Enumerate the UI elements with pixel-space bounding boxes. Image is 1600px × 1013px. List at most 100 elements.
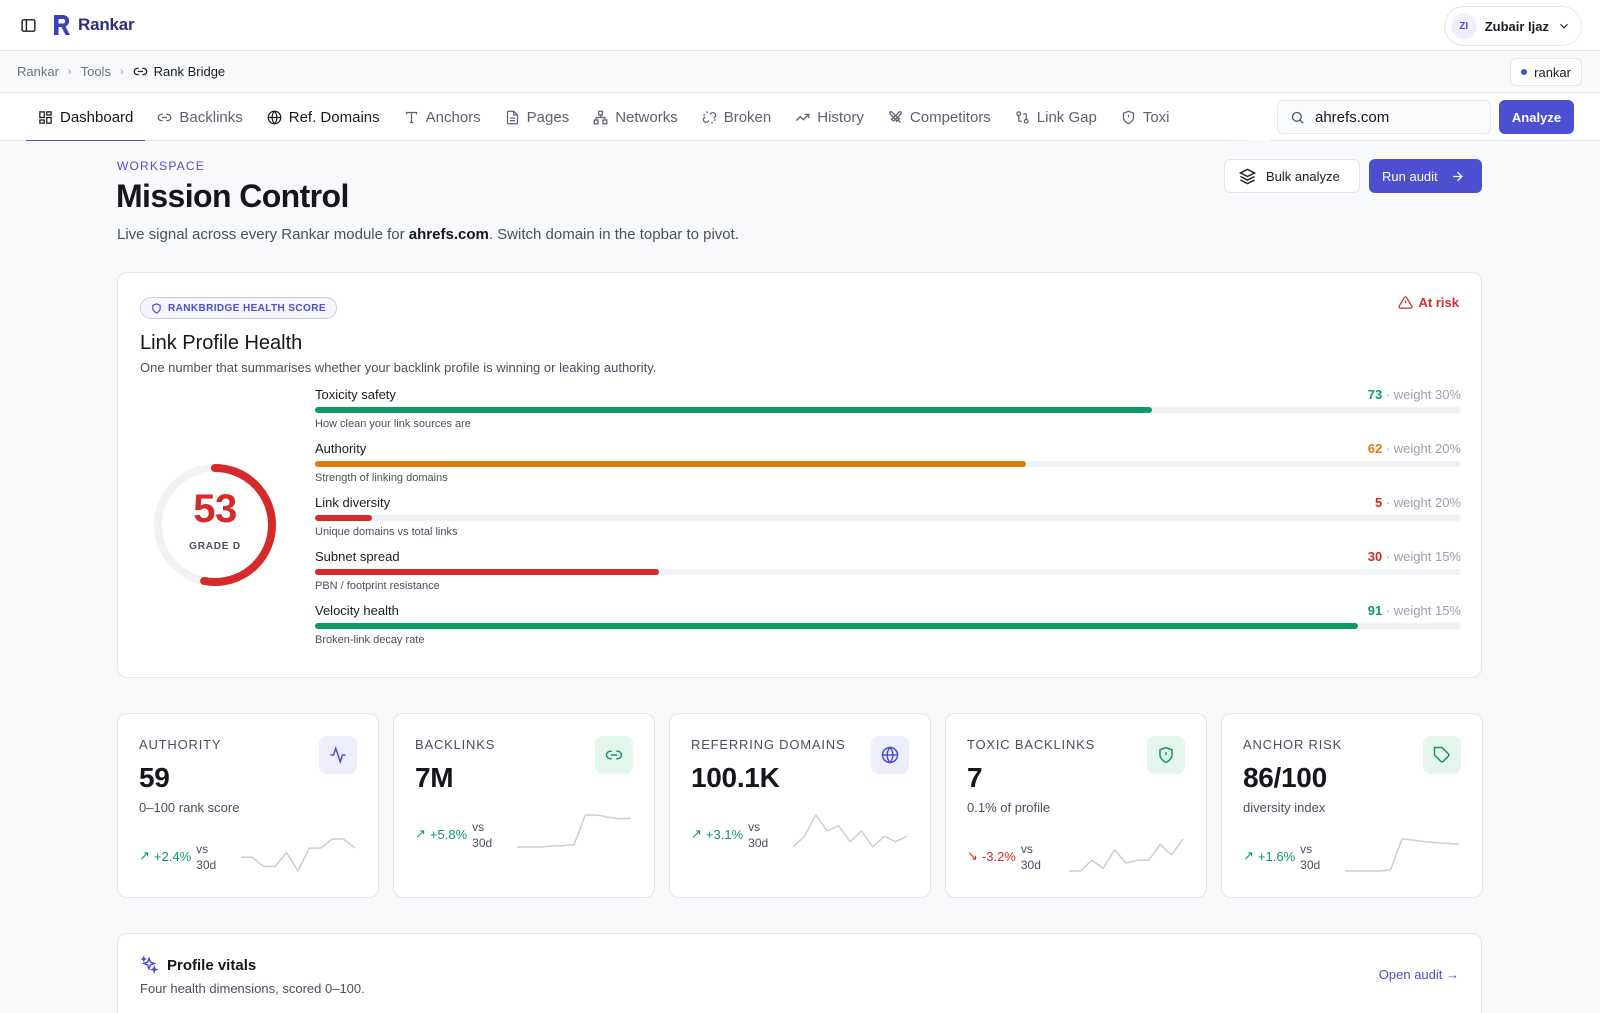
user-menu[interactable]: ZI Zubair Ijaz: [1443, 6, 1582, 46]
metric-link-diversity: Link diversity 5 · weight 20% Unique dom…: [315, 495, 1461, 547]
activity-icon: [330, 746, 346, 764]
metric-bar-fill: [315, 623, 1358, 629]
metric-score: 73 · weight 30%: [1368, 387, 1461, 402]
stat-card-referring-domains[interactable]: REFERRING DOMAINS 100.1K ↗ +3.1% vs 30d: [669, 713, 931, 898]
stat-icon-box: [319, 736, 357, 774]
tab-anchors[interactable]: Anchors: [392, 93, 493, 141]
sidebar-toggle-icon[interactable]: [18, 15, 38, 35]
arrow-down-right-icon: ↘: [967, 848, 978, 863]
stat-card-anchor-risk[interactable]: ANCHOR RISK 86/100 diversity index ↗ +1.6…: [1221, 713, 1483, 898]
delta-vs: vs: [1300, 842, 1313, 856]
breadcrumb-item-rankar[interactable]: Rankar: [17, 64, 59, 79]
tab-dashboard[interactable]: Dashboard: [26, 93, 146, 141]
domain-search[interactable]: [1277, 100, 1491, 134]
metric-bar-fill: [315, 461, 1026, 467]
tab-networks[interactable]: Networks: [581, 93, 690, 141]
stat-value: 59: [139, 762, 170, 793]
health-gauge: 53 GRADE D: [151, 461, 279, 589]
tab-label: Pages: [526, 108, 570, 126]
tab-history[interactable]: History: [783, 93, 876, 141]
link-icon: [158, 113, 172, 121]
tab-label: Ref. Domains: [288, 108, 380, 126]
sparkles-icon: [140, 956, 158, 974]
tab-bar: Dashboard Backlinks Ref. Domains Anchors…: [0, 93, 1600, 141]
globe-icon: [881, 746, 899, 764]
metric-value: 73: [1367, 387, 1383, 402]
shield-icon: [1122, 110, 1134, 124]
delta-period: 30d: [748, 836, 769, 850]
metric-description: Unique domains vs total links: [315, 526, 458, 538]
sparkline: [241, 838, 356, 872]
arrow-up-right-icon: ↗: [1243, 848, 1254, 863]
stat-value: 7: [967, 762, 983, 793]
run-audit-button[interactable]: Run audit: [1369, 159, 1482, 193]
metric-weight: · weight 20%: [1385, 495, 1461, 510]
swords-icon: [889, 110, 902, 123]
subtitle-suffix: . Switch domain in the topbar to pivot.: [488, 226, 739, 243]
sparkline: [792, 814, 908, 848]
topbar: Rankar ZI Zubair Ijaz: [0, 0, 1600, 51]
delta-percent: ↘ -3.2%: [967, 848, 1016, 864]
stat-label: AUTHORITY: [139, 737, 222, 752]
profile-vitals-card: Profile vitals Four health dimensions, s…: [117, 933, 1482, 1013]
stat-card-backlinks[interactable]: BACKLINKS 7M ↗ +5.8% vs 30d: [393, 713, 655, 898]
file-icon: [506, 110, 518, 124]
tab-label: Competitors: [909, 108, 991, 126]
tab-broken[interactable]: Broken: [690, 93, 784, 141]
metric-toxicity-safety: Toxicity safety 73 · weight 30% How clea…: [315, 387, 1461, 439]
metric-label: Velocity health: [315, 603, 399, 618]
metric-score: 30 · weight 15%: [1368, 549, 1461, 564]
page-title: Mission Control: [116, 178, 349, 214]
stat-value: 86/100: [1243, 762, 1327, 793]
search-input[interactable]: [1315, 108, 1475, 126]
tab-toxic[interactable]: Toxi: [1109, 93, 1182, 141]
tab-backlinks[interactable]: Backlinks: [145, 93, 254, 141]
delta-vs: vs: [1020, 842, 1033, 856]
metric-label: Toxicity safety: [315, 387, 396, 402]
delta-period: 30d: [1300, 858, 1321, 872]
tabs: Dashboard Backlinks Ref. Domains Anchors…: [26, 93, 1272, 141]
delta-value: +2.4%: [153, 848, 192, 864]
delta-comparison: vs 30d: [748, 819, 768, 851]
metric-label: Subnet spread: [315, 549, 400, 564]
tab-ref-domains[interactable]: Ref. Domains: [255, 93, 392, 141]
tab-competitors[interactable]: Competitors: [876, 93, 1003, 141]
delta-comparison: vs 30d: [1021, 841, 1041, 873]
delta-comparison: vs 30d: [1300, 841, 1320, 873]
workspace-chip[interactable]: rankar: [1510, 58, 1582, 86]
bulk-analyze-button[interactable]: Bulk analyze: [1224, 159, 1360, 193]
breadcrumb-item-tools[interactable]: Tools: [80, 64, 111, 79]
stat-card-authority[interactable]: AUTHORITY 59 0–100 rank score ↗ +2.4% vs 3…: [117, 713, 379, 898]
sparkline: [517, 814, 632, 848]
run-audit-label: Run audit: [1382, 168, 1438, 184]
chevron-right-icon: ›: [67, 65, 72, 78]
avatar: ZI: [1450, 13, 1477, 39]
tab-label: Anchors: [425, 108, 481, 126]
delta-period: 30d: [472, 836, 493, 850]
analyze-button[interactable]: Analyze: [1499, 100, 1574, 134]
metric-label: Authority: [315, 441, 367, 456]
vitals-subtitle: Four health dimensions, scored 0–100.: [140, 981, 365, 996]
stat-subtitle: 0.1% of profile: [967, 800, 1051, 815]
page-subtitle: Live signal across every Rankar module f…: [117, 226, 739, 243]
warning-icon: [1397, 296, 1413, 309]
brand[interactable]: Rankar: [52, 14, 135, 36]
metric-value: 91: [1367, 603, 1383, 618]
globe-icon: [267, 110, 282, 125]
metric-description: PBN / footprint resistance: [315, 580, 440, 592]
delta-comparison: vs 30d: [472, 819, 492, 851]
health-score-badge: RANKBRIDGE HEALTH SCORE: [140, 297, 337, 319]
shield-icon: [1159, 746, 1173, 764]
metric-description: Strength of linking domains: [315, 472, 448, 484]
shield-icon: [152, 302, 161, 314]
metric-value: 5: [1374, 495, 1383, 510]
stat-delta: ↗ +3.1% vs 30d: [691, 819, 768, 851]
tab-pages[interactable]: Pages: [493, 93, 582, 141]
tab-link-gap[interactable]: Link Gap: [1003, 93, 1109, 141]
metric-score: 62 · weight 20%: [1368, 441, 1461, 456]
stat-card-toxic-backlinks[interactable]: TOXIC BACKLINKS 7 0.1% of profile ↘ -3.2%…: [945, 713, 1207, 898]
stat-label: TOXIC BACKLINKS: [967, 737, 1096, 752]
tab-label: Backlinks: [179, 108, 243, 126]
stat-delta: ↘ -3.2% vs 30d: [967, 841, 1041, 873]
open-audit-link[interactable]: Open audit →: [1378, 967, 1459, 982]
